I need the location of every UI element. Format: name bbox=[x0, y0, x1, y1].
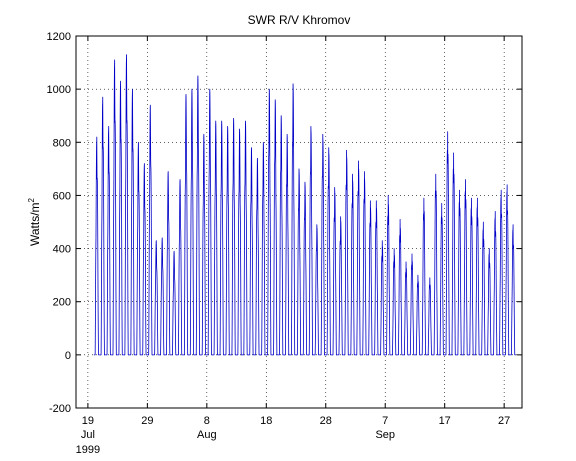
y-tick-label: 800 bbox=[53, 137, 71, 149]
x-month-label: Sep bbox=[375, 429, 395, 441]
x-tick-label: 7 bbox=[382, 415, 388, 427]
axes-frame bbox=[75, 35, 523, 409]
y-tick-label: 400 bbox=[53, 244, 71, 256]
plot-area bbox=[93, 54, 517, 356]
x-month-label: Jul bbox=[81, 429, 95, 441]
y-tick-label: 200 bbox=[53, 297, 71, 309]
x-tick-label: 8 bbox=[204, 415, 210, 427]
x-tick-label: 18 bbox=[260, 415, 272, 427]
y-tick-label: 0 bbox=[65, 350, 71, 362]
x-year-label: 1999 bbox=[76, 444, 100, 456]
x-tick-label: 28 bbox=[320, 415, 332, 427]
y-tick-label: 1200 bbox=[47, 31, 71, 43]
y-tick-label: -200 bbox=[49, 403, 71, 415]
axis-ticks: -200 0 200 400 600 800 1000 1200 19 29 8 18 28 7 17 27 J… bbox=[47, 31, 522, 456]
x-tick-label: 27 bbox=[498, 415, 510, 427]
x-tick-label: 17 bbox=[439, 415, 451, 427]
x-tick-label: 19 bbox=[82, 415, 94, 427]
y-tick-label: 600 bbox=[53, 190, 71, 202]
y-tick-label: 1000 bbox=[47, 84, 71, 96]
series-line-0 bbox=[93, 54, 517, 356]
x-tick-label: 29 bbox=[141, 415, 153, 427]
x-month-label: Aug bbox=[197, 429, 217, 441]
y-axis-label: Watts/m2 bbox=[27, 197, 42, 246]
chart-title: SWR R/V Khromov bbox=[248, 13, 351, 27]
